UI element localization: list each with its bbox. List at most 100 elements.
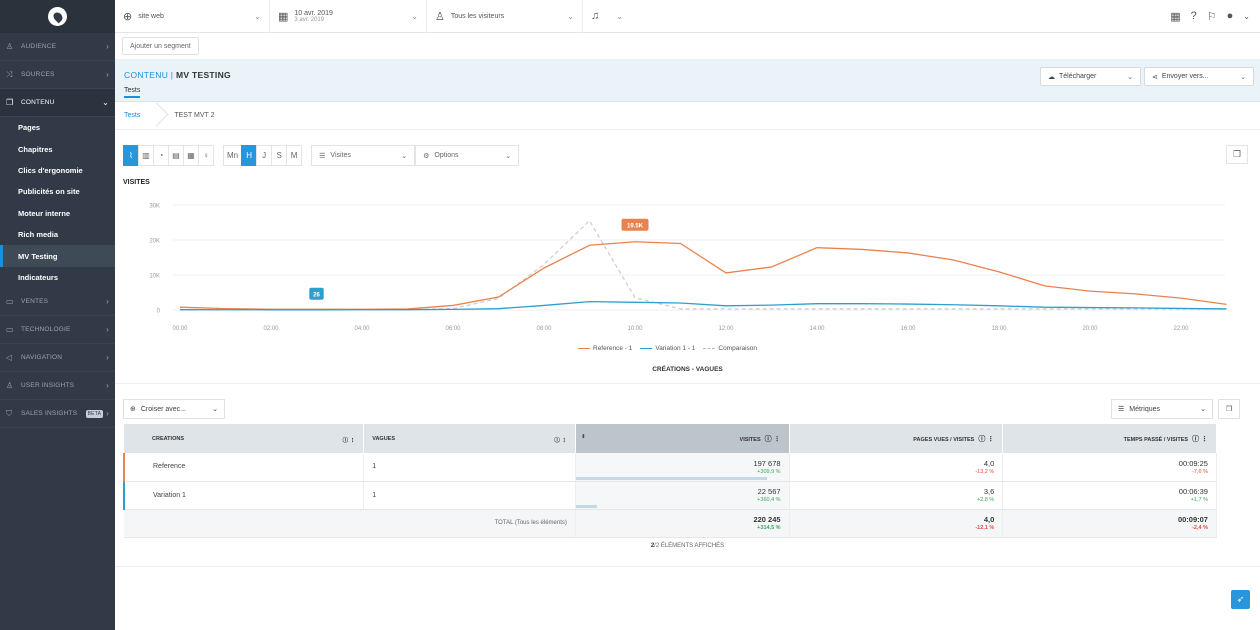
sidebar-item-chapitres[interactable]: Chapitres	[18, 144, 53, 154]
sidebar-item-publicites[interactable]: Publicités on site	[18, 187, 80, 197]
y-tick-label: 0	[157, 309, 161, 315]
granularity-hour[interactable]: H	[241, 145, 258, 166]
column-header-vagues[interactable]: Vagues ⓘ ⋮	[363, 424, 576, 453]
copy-icon: ❐	[1225, 406, 1233, 413]
cell-creation: Reference	[123, 453, 365, 482]
gear-icon: ⚙	[423, 152, 430, 160]
copy-chart-button[interactable]: ❐	[1226, 145, 1248, 164]
sales-insights-icon: ⛉	[6, 408, 13, 418]
tab-tests[interactable]: Tests	[124, 87, 141, 98]
rocket-button[interactable]: ➶	[1231, 590, 1250, 609]
beta-badge: BETA	[85, 409, 104, 418]
list-icon: ☰	[1118, 406, 1125, 413]
legend-item-comparaison[interactable]: Comparaison	[703, 345, 757, 352]
granularity-day[interactable]: J	[256, 145, 273, 166]
legend-item-variation[interactable]: Variation 1 - 1	[640, 345, 695, 352]
cross-with-button[interactable]: ⊕ Croiser avec... ⌄	[123, 399, 225, 419]
help-icon[interactable]: ?	[1190, 10, 1197, 22]
app-logo[interactable]	[0, 0, 115, 33]
send-to-button[interactable]: ⋖ Envoyer vers... ⌄	[1144, 67, 1254, 86]
cell-pages-vues: 3,6 +2,8 %	[789, 481, 1004, 510]
x-tick-label: 04:00	[354, 326, 370, 332]
sidebar-item-clics-ergonomie[interactable]: Clics d'ergonomie	[18, 165, 83, 175]
legend-item-reference[interactable]: Reference - 1	[578, 345, 632, 352]
granularity-week[interactable]: S	[271, 145, 288, 166]
pie-chart-icon[interactable]: ◔	[153, 145, 169, 166]
date-selector[interactable]: ▦ 10 avr. 2019 3 avr. 2019 ⌄	[270, 0, 427, 33]
series-line-0	[179, 241, 1227, 310]
download-button[interactable]: ☁ Télécharger ⌄	[1040, 67, 1141, 86]
sidebar-section-contenu[interactable]: ❐ Contenu ⌄	[0, 89, 115, 117]
sidebar-section-navigation[interactable]: ◁ Navigation ›	[0, 344, 115, 373]
chevron-right-icon: ›	[106, 381, 109, 391]
chevron-right-icon: ›	[106, 325, 109, 335]
table-total-row: TOTAL (Tous les éléments) 220 245 +314,5 …	[124, 509, 1243, 538]
y-tick-label: 10K	[149, 274, 160, 280]
column-header-temps-passe[interactable]: Temps passé / visites ⓘ ⋮	[1002, 424, 1217, 453]
y-tick-label: 20K	[149, 239, 160, 245]
sidebar-section-audience[interactable]: ♙ Audience ›	[0, 33, 115, 61]
table-row[interactable]: Reference 1 197 678 +309,9 % 4,0 -13,2 % 0…	[123, 453, 1243, 482]
info-icon[interactable]: ⓘ ⋮	[342, 437, 356, 444]
info-icon[interactable]: ⓘ ⋮	[764, 435, 781, 443]
column-header-creations[interactable]: Creations ⓘ ⋮	[124, 424, 365, 453]
apps-grid-icon[interactable]: ▦	[1170, 10, 1181, 23]
breadcrumb-current: TEST MVT 2	[174, 112, 215, 119]
metric-selector[interactable]: ☰ Visites ⌄	[311, 145, 416, 166]
column-header-pages-vues[interactable]: Pages vues / visites ⓘ ⋮	[789, 424, 1004, 453]
sidebar-item-mv-testing[interactable]: MV Testing	[0, 245, 115, 267]
column-header-visites[interactable]: ⇟ Visites ⓘ ⋮	[575, 424, 790, 453]
chevron-down-icon: ⌄	[411, 11, 418, 21]
sidebar-item-pages[interactable]: Pages	[18, 123, 41, 133]
info-icon[interactable]: ⓘ ⋮	[1192, 435, 1208, 443]
table-icon[interactable]: ▦	[183, 145, 199, 166]
total-temps: 00:09:07 -2,4 %	[1002, 509, 1217, 538]
copy-table-button[interactable]: ❐	[1218, 399, 1240, 419]
sidebar-section-technologie[interactable]: ▭ Technologie ›	[0, 316, 115, 345]
site-selector[interactable]: ⊕ site web ⌄	[115, 0, 270, 33]
feedback-icon[interactable]: ⚐	[1206, 10, 1217, 23]
columns-icon[interactable]: ▤	[168, 145, 184, 166]
sidebar-item-indicateurs[interactable]: Indicateurs	[18, 272, 59, 282]
chart-legend: Reference - 1 Variation 1 - 1 Comparaiso…	[578, 345, 757, 352]
chevron-down-icon: ⌄	[212, 406, 218, 413]
metrics-button[interactable]: ☰ Métriques ⌄	[1111, 399, 1213, 419]
data-label-badge	[309, 287, 324, 300]
chevron-down-icon: ⌄	[505, 152, 512, 160]
top-bar: ⊕ site web ⌄ ▦ 10 avr. 2019 3 avr. 2019 ⌄ ♙ To…	[115, 0, 1260, 33]
sort-icon[interactable]: ⇟	[580, 433, 586, 440]
sidebar-item-moteur-interne[interactable]: Moteur interne	[18, 208, 71, 218]
granularity-selector: Mn H J S M	[223, 145, 303, 166]
breadcrumb: Tests TEST MVT 2	[115, 102, 1260, 130]
divider	[115, 566, 1260, 567]
bar-chart-icon[interactable]: ▥	[138, 145, 154, 166]
sidebar-section-sources[interactable]: ⤨ Sources ›	[0, 61, 115, 89]
sidebar-section-sales-insights[interactable]: ⛉ Sales Insights BETA ›	[0, 400, 115, 429]
info-icon[interactable]: ⓘ ⋮	[978, 435, 995, 443]
chevron-down-icon: ⌄	[1127, 73, 1133, 81]
breadcrumb-tests[interactable]: Tests	[124, 112, 141, 119]
table-row[interactable]: Variation 1 1 22 567 +360,4 % 3,6 +2,8 % 0…	[123, 481, 1243, 510]
cell-vague: 1	[363, 481, 576, 510]
table-subtitle: CRÉATIONS - VAGUES	[652, 366, 723, 373]
granularity-minute[interactable]: Mn	[223, 145, 243, 166]
rocket-icon: ➶	[1236, 594, 1245, 604]
visitor-segment-selector[interactable]: ♙ Tous les visiteurs ⌄	[427, 0, 583, 33]
page-header: CONTENU | MV TESTING Tests ☁ Télécharger ⌄…	[115, 59, 1260, 102]
chevron-down-icon: ⌄	[401, 152, 408, 160]
line-chart-icon[interactable]: ⌇	[123, 145, 139, 166]
chevron-down-icon[interactable]: ⌄	[1243, 11, 1250, 21]
sidebar-section-user-insights[interactable]: ♙ User Insights ›	[0, 372, 115, 401]
table-toolbar: ⊕ Croiser avec... ⌄ ☰ Métriques ⌄ ❐	[115, 383, 1260, 420]
visites-share-bar	[575, 504, 598, 508]
add-segment-button[interactable]: Ajouter un segment	[122, 37, 199, 55]
sidebar-item-rich-media[interactable]: Rich media	[18, 230, 59, 240]
options-selector[interactable]: ⚙ Options ⌄	[415, 145, 520, 166]
account-avatar[interactable]: ●	[1226, 10, 1234, 22]
sidebar-section-ventes[interactable]: ▭ Ventes ›	[0, 288, 115, 317]
info-icon[interactable]: ⓘ ⋮	[554, 437, 567, 444]
alerts-selector[interactable]: ♫ ⌄	[583, 0, 631, 33]
granularity-month[interactable]: M	[286, 145, 303, 166]
y-tick-label: 30K	[149, 204, 160, 210]
lightbulb-icon[interactable]: ♀	[198, 145, 214, 166]
